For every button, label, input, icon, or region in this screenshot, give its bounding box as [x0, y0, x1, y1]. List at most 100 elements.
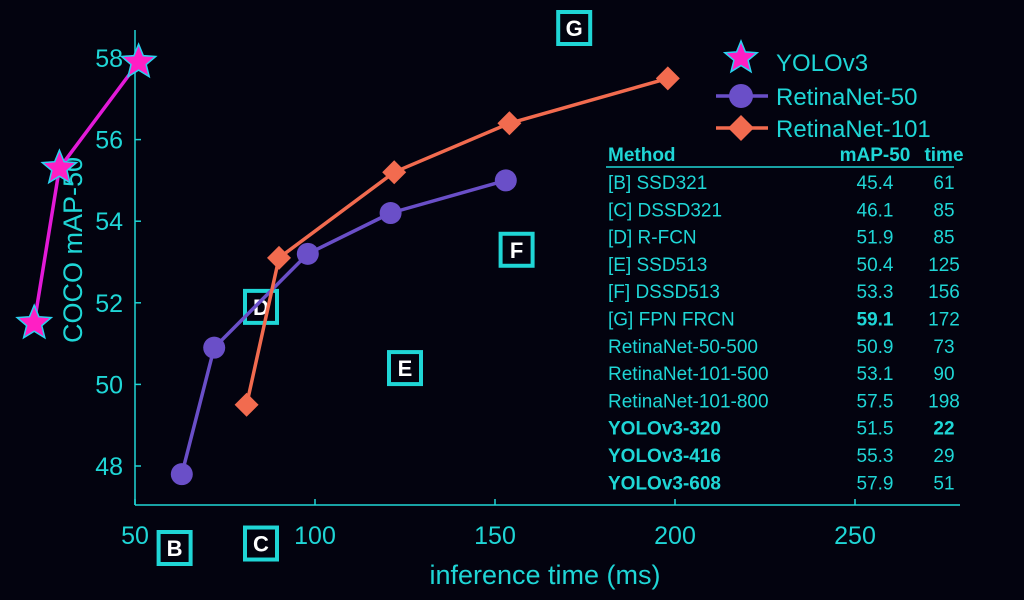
- table-cell-map: 53.1: [857, 364, 894, 385]
- legend-diamond-icon: [728, 115, 754, 141]
- table-cell-time: 51: [933, 473, 954, 494]
- series-retinanet-101: [234, 66, 680, 417]
- table-header-method: Method: [608, 145, 676, 166]
- y-tick-label: 56: [95, 127, 123, 155]
- x-tick-label: 100: [294, 522, 336, 550]
- table-cell-map: 53.3: [857, 282, 894, 303]
- legend-label: RetinaNet-50: [776, 84, 917, 111]
- table-cell-time: 90: [933, 364, 954, 385]
- table-row: YOLOv3-320 51.5 22: [608, 419, 955, 440]
- table-row: RetinaNet-101-500 53.1 90: [608, 364, 955, 385]
- y-tick-label: 50: [95, 371, 123, 399]
- method-point-box: [556, 10, 593, 46]
- method-point-label: F: [510, 238, 523, 263]
- legend-circle-icon: [729, 84, 753, 108]
- series-line: [244, 76, 669, 406]
- method-point-f: F: [498, 231, 535, 268]
- table-cell-time: 61: [933, 173, 954, 194]
- table-cell-method: [E] SSD513: [608, 255, 707, 276]
- table-cell-time: 29: [933, 446, 954, 467]
- table-row: [G] FPN FRCN 59.1 172: [608, 310, 960, 331]
- table-cell-map: 55.3: [857, 446, 894, 467]
- method-point-b: B: [156, 530, 193, 566]
- axes: 48 50 52 54 56 58 50 100 150 200 250 inference time…: [58, 30, 960, 590]
- method-point-box: [243, 288, 279, 325]
- diamond-marker: [497, 111, 522, 136]
- table-row: [D] R-FCN 51.9 85: [608, 228, 955, 249]
- table-row: [E] SSD513 50.4 125: [608, 255, 960, 276]
- diamond-marker: [655, 66, 680, 91]
- table-cell-method: RetinaNet-101-500: [608, 364, 769, 385]
- method-point-c: C: [243, 525, 279, 562]
- circle-marker: [494, 169, 517, 192]
- legend-entry-yolov3: YOLOv3: [722, 38, 868, 77]
- y-axis-title: COCO mAP-50: [58, 157, 88, 343]
- diamond-marker: [267, 245, 291, 270]
- x-tick-label: 250: [834, 522, 876, 550]
- x-tick-label: 50: [121, 522, 149, 550]
- legend-label: YOLOv3: [776, 50, 868, 77]
- table-cell-method: YOLOv3-416: [608, 446, 721, 467]
- table-row: RetinaNet-50-500 50.9 73: [608, 337, 955, 358]
- table-cell-map: 50.4: [857, 255, 894, 276]
- table-cell-map: 59.1: [857, 310, 894, 331]
- method-point-g: G: [556, 10, 593, 46]
- legend: YOLOv3 RetinaNet-50 RetinaNet-101: [716, 38, 931, 143]
- series-yolov3: [15, 42, 158, 340]
- table-cell-time: 85: [933, 228, 954, 249]
- table-row: [F] DSSD513 53.3 156: [608, 282, 960, 303]
- method-point-label: E: [398, 356, 413, 381]
- method-point-label: C: [253, 532, 269, 557]
- table-cell-map: 46.1: [857, 200, 894, 221]
- y-tick-label: 58: [95, 45, 123, 73]
- x-tick-label: 150: [474, 522, 516, 550]
- legend-entry-retinanet-101: RetinaNet-101: [716, 115, 931, 143]
- method-point-label: B: [167, 536, 183, 561]
- table-cell-map: 51.5: [857, 419, 894, 440]
- table-cell-time: 73: [933, 337, 954, 358]
- table-cell-method: [C] DSSD321: [608, 200, 722, 221]
- series-retinanet-50: [170, 169, 517, 486]
- table-cell-method: YOLOv3-608: [608, 473, 721, 494]
- table-cell-method: [D] R-FCN: [608, 228, 697, 249]
- table-row: [C] DSSD321 46.1 85: [608, 200, 955, 221]
- legend-star-icon: [722, 38, 760, 74]
- table-cell-method: [B] SSD321: [608, 173, 707, 194]
- table-row: RetinaNet-101-800 57.5 198: [608, 391, 960, 412]
- circle-marker: [203, 336, 226, 359]
- table-cell-map: 57.9: [857, 473, 894, 494]
- table-cell-time: 172: [928, 310, 960, 331]
- star-marker: [15, 303, 54, 340]
- series-line: [180, 178, 507, 475]
- table-cell-method: [F] DSSD513: [608, 282, 720, 303]
- star-marker: [119, 42, 158, 79]
- circle-marker: [379, 202, 402, 225]
- method-point-box: [243, 525, 279, 562]
- table-cell-method: YOLOv3-320: [608, 419, 721, 440]
- table-cell-method: RetinaNet-101-800: [608, 391, 769, 412]
- circle-marker: [296, 242, 319, 265]
- table-cell-time: 125: [928, 255, 960, 276]
- table-row: YOLOv3-416 55.3 29: [608, 446, 955, 467]
- table-cell-map: 50.9: [857, 337, 894, 358]
- y-tick-label: 54: [95, 208, 123, 236]
- star-marker: [40, 148, 79, 185]
- table-cell-map: 51.9: [857, 228, 894, 249]
- table-cell-map: 57.5: [857, 391, 894, 412]
- table-cell-time: 85: [933, 200, 954, 221]
- table-header-map: mAP-50: [840, 145, 911, 166]
- x-tick-label: 200: [654, 522, 696, 550]
- table-cell-time: 156: [928, 282, 960, 303]
- circle-marker: [170, 463, 193, 486]
- method-point-box: [387, 350, 423, 387]
- table-cell-method: [G] FPN FRCN: [608, 310, 735, 331]
- legend-label: RetinaNet-101: [776, 116, 931, 143]
- table-row: YOLOv3-608 57.9 51: [608, 473, 955, 494]
- method-point-box: [498, 231, 535, 268]
- y-tick-label: 48: [95, 453, 123, 481]
- table-row: [B] SSD321 45.4 61: [608, 173, 955, 194]
- table-cell-time: 198: [928, 391, 960, 412]
- method-point-box: [156, 530, 193, 566]
